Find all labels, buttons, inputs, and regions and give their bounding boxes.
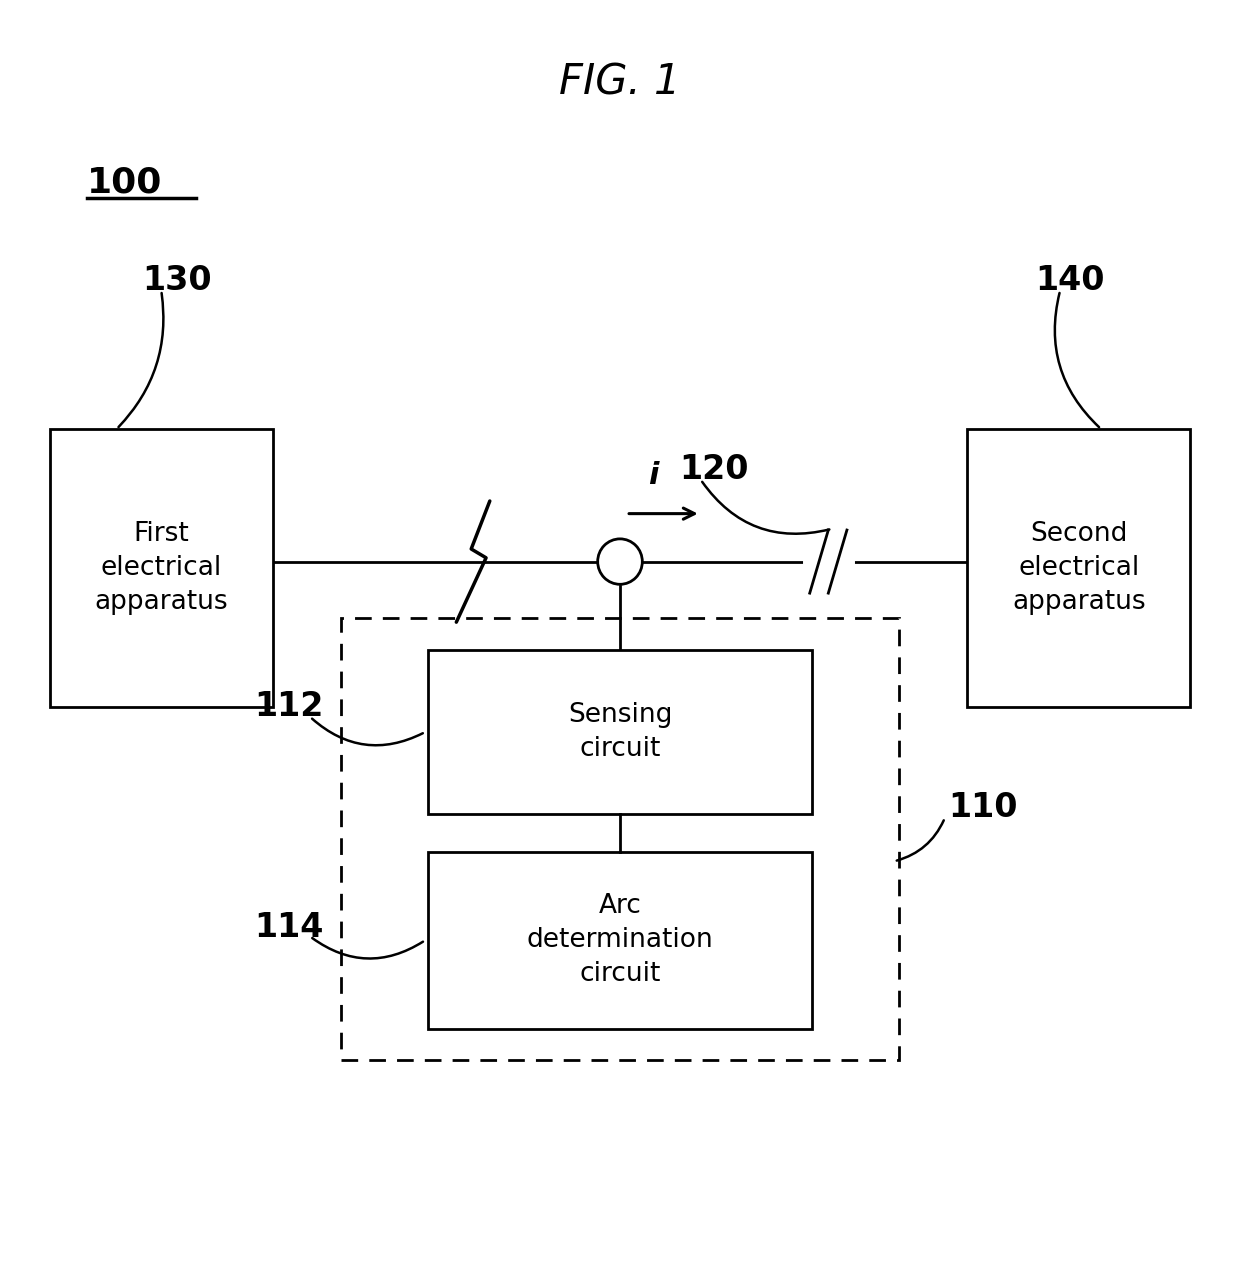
Circle shape xyxy=(598,539,642,584)
Text: 114: 114 xyxy=(254,911,324,944)
Text: Sensing
circuit: Sensing circuit xyxy=(568,702,672,762)
Text: i: i xyxy=(649,462,658,490)
FancyBboxPatch shape xyxy=(967,429,1190,707)
Text: 110: 110 xyxy=(949,791,1018,824)
Text: First
electrical
apparatus: First electrical apparatus xyxy=(94,521,228,615)
Text: 140: 140 xyxy=(1035,264,1105,297)
Text: 130: 130 xyxy=(143,264,212,297)
Text: Arc
determination
circuit: Arc determination circuit xyxy=(527,893,713,987)
Text: 112: 112 xyxy=(254,690,324,723)
Text: Second
electrical
apparatus: Second electrical apparatus xyxy=(1012,521,1146,615)
Text: 120: 120 xyxy=(680,453,749,486)
Text: FIG. 1: FIG. 1 xyxy=(559,61,681,103)
FancyBboxPatch shape xyxy=(428,852,812,1029)
Text: 100: 100 xyxy=(87,167,162,199)
FancyBboxPatch shape xyxy=(50,429,273,707)
FancyBboxPatch shape xyxy=(428,650,812,814)
